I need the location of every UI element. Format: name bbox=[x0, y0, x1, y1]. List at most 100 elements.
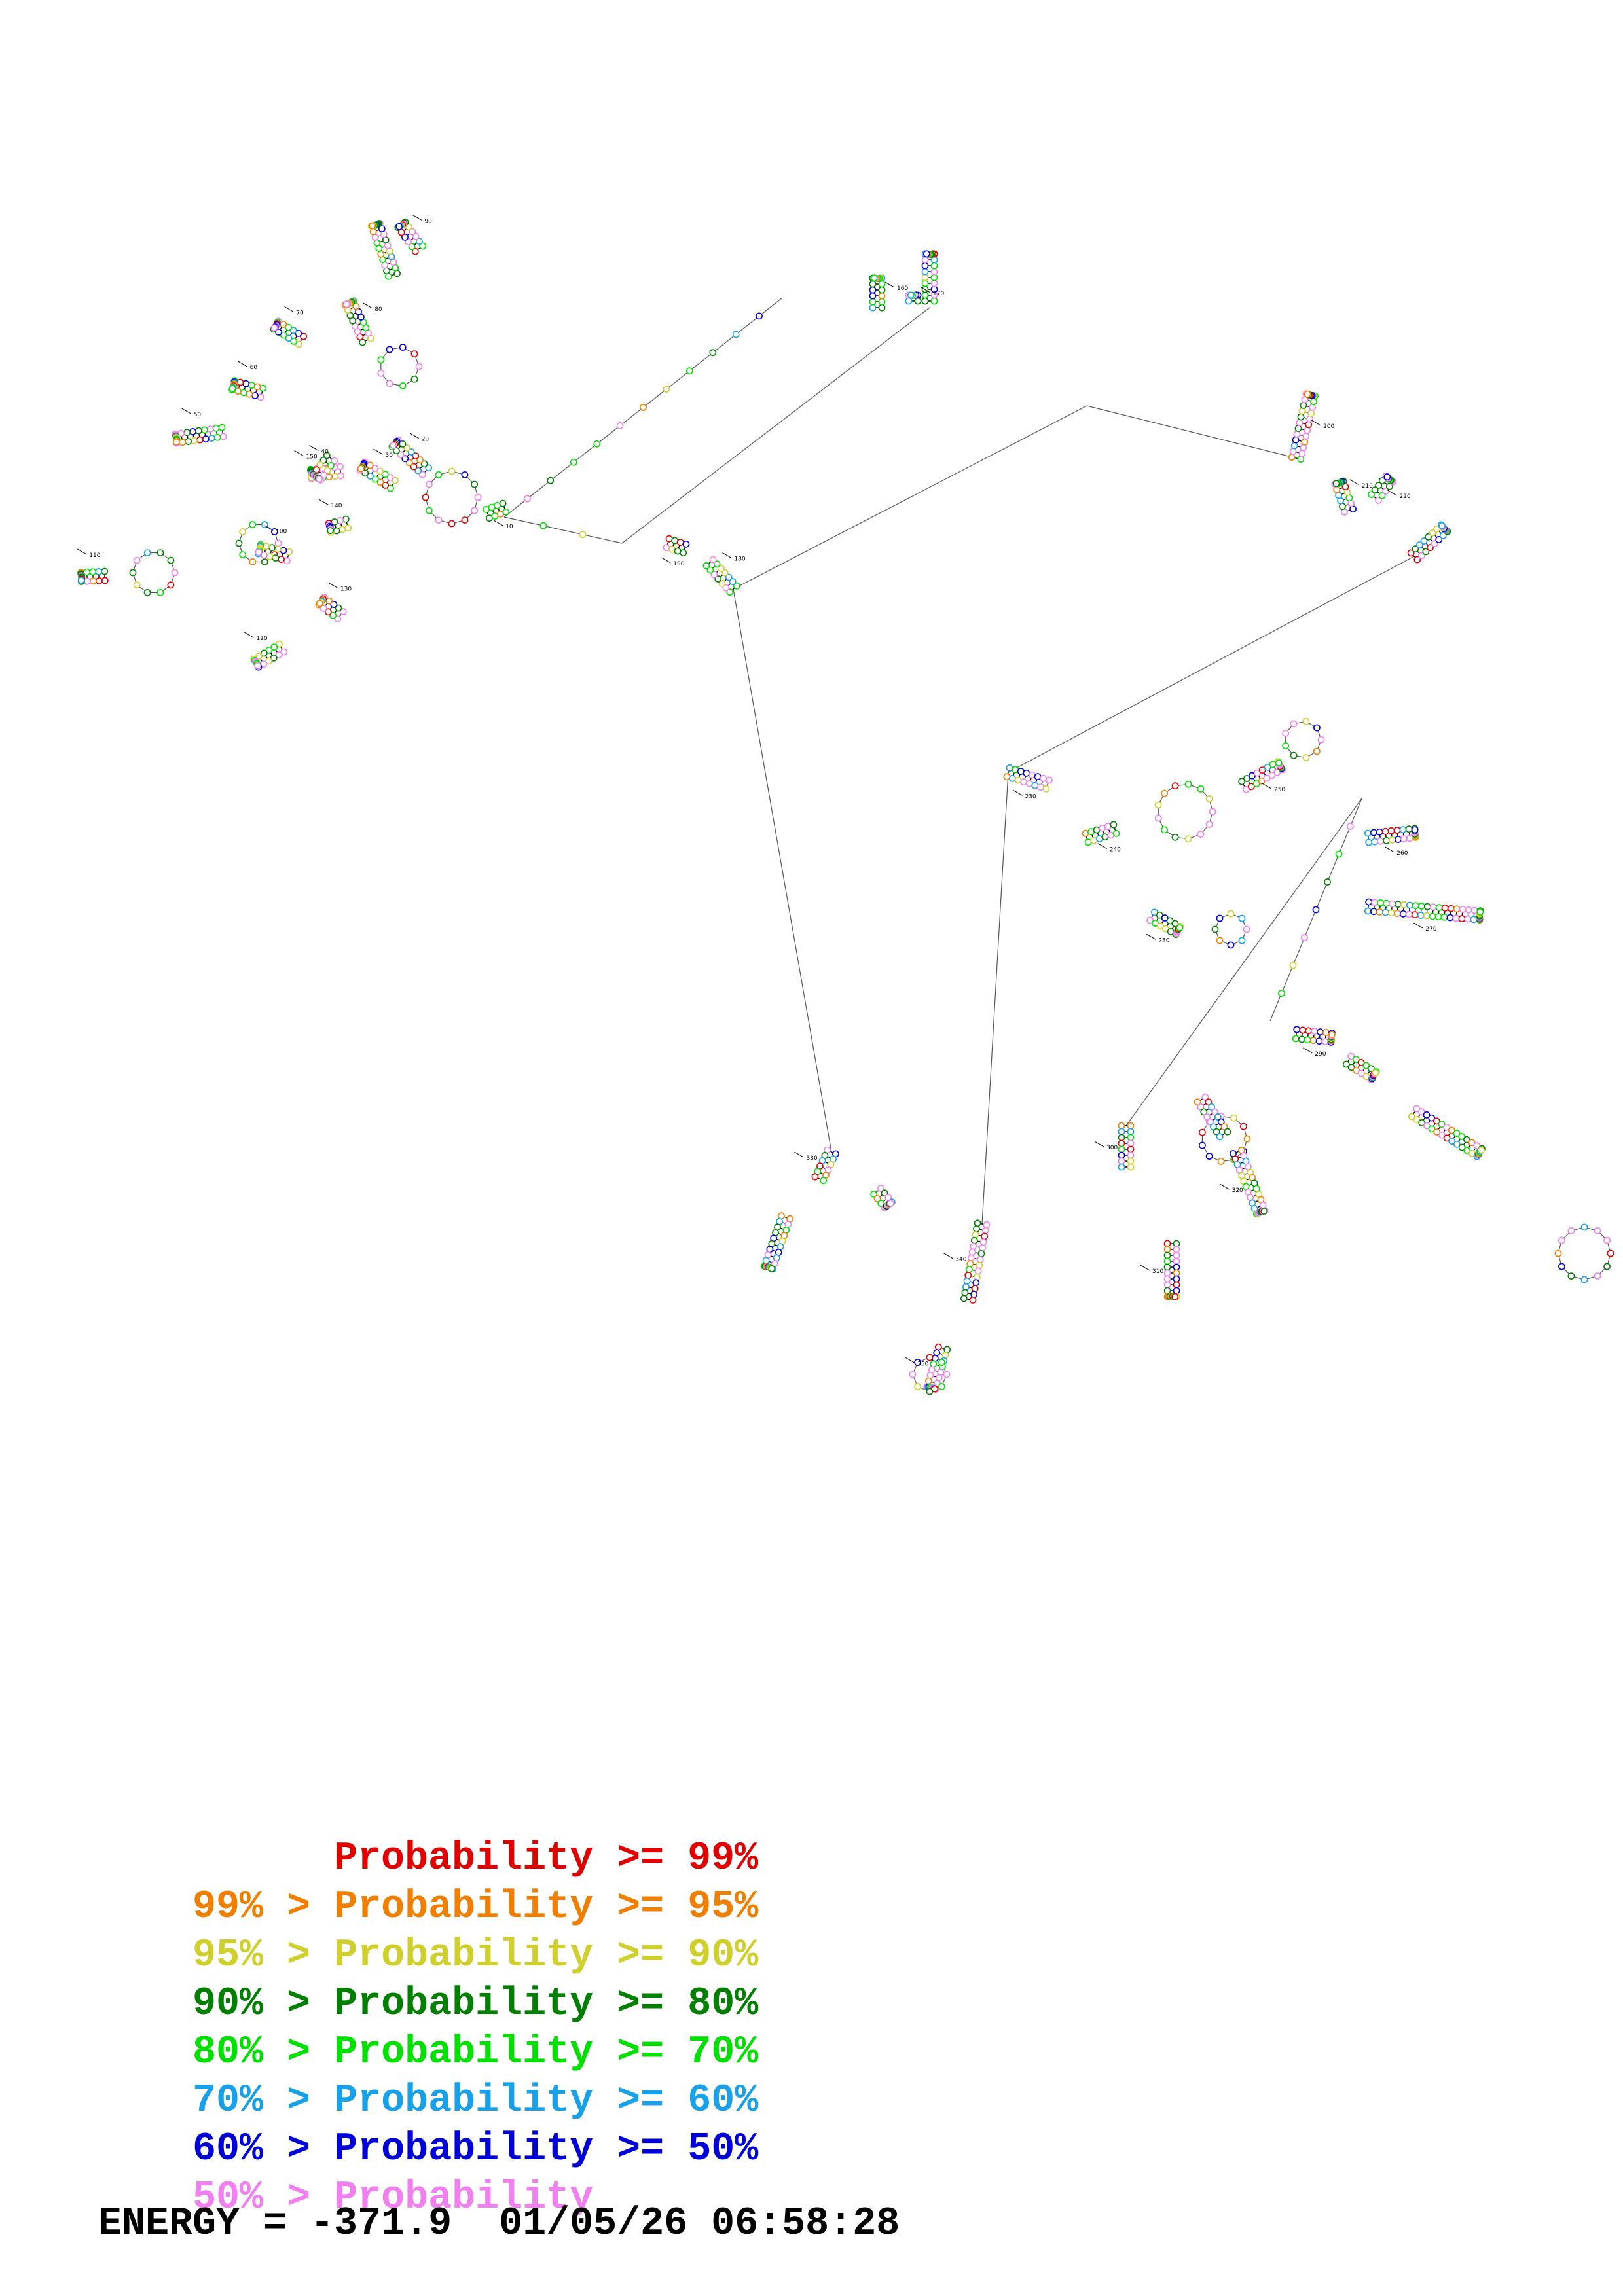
nucleotide bbox=[905, 297, 913, 305]
nucleotide bbox=[246, 390, 253, 398]
nucleotide bbox=[1163, 1251, 1171, 1259]
nucleotide bbox=[966, 1260, 974, 1268]
nucleotide bbox=[1127, 1139, 1135, 1147]
nucleotide bbox=[1107, 831, 1114, 839]
nucleotide bbox=[930, 262, 938, 270]
nucleotide bbox=[539, 522, 547, 529]
nucleotide bbox=[1216, 914, 1224, 922]
nucleotide bbox=[1428, 1125, 1436, 1133]
nucleotide bbox=[1443, 1134, 1451, 1142]
nucleotide bbox=[1289, 448, 1297, 456]
nucleotide bbox=[426, 507, 433, 514]
nucleotide bbox=[680, 549, 687, 557]
nucleotide bbox=[820, 1177, 827, 1185]
nucleotide bbox=[386, 474, 394, 481]
nucleotide bbox=[1210, 1123, 1217, 1130]
nucleotide bbox=[369, 222, 376, 230]
nucleotide bbox=[1292, 1035, 1300, 1043]
nucleotide bbox=[1443, 1123, 1451, 1131]
nucleotide bbox=[971, 1285, 979, 1293]
position-label: 150 bbox=[306, 454, 318, 461]
nucleotide bbox=[1302, 718, 1310, 725]
nucleotide bbox=[914, 297, 922, 305]
legend-row-1: Probability >= 99% bbox=[98, 1800, 758, 1918]
nucleotide bbox=[1151, 908, 1158, 916]
nucleotide bbox=[869, 286, 877, 294]
position-label: 80 bbox=[374, 306, 382, 313]
nucleotide bbox=[1090, 836, 1098, 844]
nucleotide bbox=[1146, 916, 1154, 924]
nucleotide bbox=[1412, 902, 1419, 910]
nucleotide bbox=[1238, 778, 1245, 785]
nucleotide bbox=[1405, 825, 1413, 833]
nucleotide bbox=[1273, 768, 1281, 776]
legend-label: Probability bbox=[334, 1933, 594, 1978]
position-label: 40 bbox=[321, 449, 329, 456]
nucleotide bbox=[1184, 780, 1192, 788]
position-label: 10 bbox=[505, 524, 513, 530]
nucleotide bbox=[266, 552, 274, 560]
nucleotide bbox=[410, 463, 418, 471]
nucleotide bbox=[101, 577, 109, 584]
nucleotide bbox=[1208, 1103, 1215, 1111]
nucleotide bbox=[1400, 835, 1408, 842]
nucleotide bbox=[1423, 912, 1431, 920]
nucleotide bbox=[382, 482, 390, 489]
nucleotide bbox=[1205, 795, 1213, 802]
nucleotide bbox=[261, 558, 268, 565]
nucleotide bbox=[77, 577, 85, 584]
nucleotide bbox=[1163, 1269, 1171, 1277]
nucleotide bbox=[1594, 1272, 1601, 1280]
nucleotide bbox=[714, 575, 722, 583]
nucleotide bbox=[1428, 1114, 1436, 1122]
nucleotide bbox=[1101, 833, 1109, 841]
nucleotide bbox=[1200, 1108, 1208, 1116]
nucleotide bbox=[1434, 913, 1442, 920]
nucleotide bbox=[183, 429, 191, 437]
legend-label: Probability bbox=[334, 1885, 594, 1929]
position-label: 210 bbox=[1362, 483, 1373, 490]
nucleotide bbox=[570, 458, 577, 466]
nucleotide bbox=[1012, 766, 1019, 774]
label-tick bbox=[294, 450, 304, 456]
nucleotide bbox=[270, 643, 278, 651]
legend-row-8: 50% > Probability bbox=[98, 2139, 617, 2257]
nucleotide bbox=[412, 452, 420, 459]
nucleotide bbox=[1335, 850, 1343, 858]
nucleotide bbox=[1420, 537, 1428, 545]
nucleotide bbox=[387, 484, 394, 492]
label-tick bbox=[1140, 1265, 1150, 1271]
nucleotide bbox=[1157, 922, 1164, 930]
position-label: 130 bbox=[340, 586, 352, 593]
nucleotide bbox=[329, 611, 337, 619]
nucleotide bbox=[970, 1242, 977, 1250]
nucleotide bbox=[251, 392, 259, 399]
nucleotide bbox=[316, 600, 323, 607]
nucleotide bbox=[877, 1200, 885, 1207]
nucleotide bbox=[471, 480, 478, 488]
nucleotide bbox=[977, 1250, 985, 1257]
nucleotide bbox=[1413, 1105, 1421, 1113]
nucleotide bbox=[1220, 1123, 1228, 1131]
nucleotide bbox=[973, 1225, 980, 1232]
nucleotide bbox=[1173, 1257, 1180, 1265]
nucleotide bbox=[1310, 398, 1317, 406]
nucleotide bbox=[1383, 899, 1390, 907]
legend-row-5: 80% > Probability >= 70% bbox=[98, 1994, 758, 2111]
nucleotide bbox=[1243, 785, 1250, 793]
nucleotide bbox=[342, 300, 350, 308]
nucleotide bbox=[1438, 1131, 1446, 1139]
nucleotide bbox=[1293, 430, 1301, 438]
nucleotide bbox=[972, 1231, 979, 1238]
nucleotide bbox=[1558, 1263, 1565, 1270]
nucleotide bbox=[1199, 1141, 1206, 1149]
nucleotide bbox=[1352, 1056, 1360, 1064]
nucleotide bbox=[323, 452, 331, 459]
nucleotide bbox=[938, 1382, 945, 1390]
nucleotide bbox=[1258, 766, 1266, 774]
nucleotide bbox=[89, 568, 97, 576]
nucleotide bbox=[921, 256, 929, 264]
nucleotide bbox=[1431, 540, 1438, 547]
nucleotide bbox=[1315, 1037, 1323, 1045]
nucleotide bbox=[1317, 1028, 1324, 1035]
